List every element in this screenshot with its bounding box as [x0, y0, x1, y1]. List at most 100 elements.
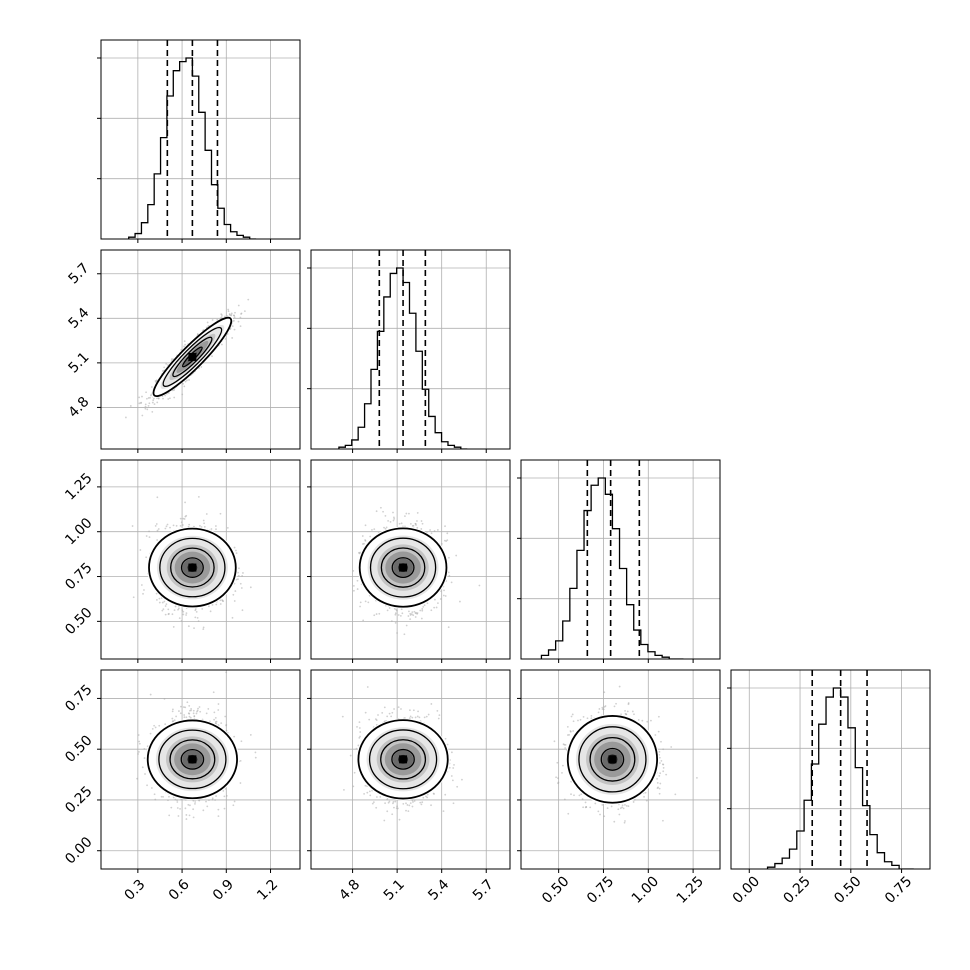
scatter-point — [188, 715, 191, 718]
scatter-point — [416, 520, 418, 522]
scatter-point — [363, 542, 365, 545]
scatter-point — [362, 619, 365, 622]
scatter-point — [202, 626, 205, 629]
scatter-point — [129, 405, 132, 407]
scatter-point — [157, 397, 160, 400]
scatter-point — [195, 610, 198, 613]
scatter-point — [230, 313, 233, 316]
scatter-point — [161, 609, 164, 612]
scatter-point — [364, 524, 367, 527]
scatter-point — [433, 530, 436, 532]
scatter-point — [193, 627, 195, 630]
scatter-point — [183, 518, 186, 520]
scatter-point — [138, 396, 141, 399]
scatter-point — [237, 571, 239, 574]
scatter-point — [420, 617, 423, 620]
scatter-point — [180, 348, 183, 351]
scatter-point — [154, 798, 157, 801]
scatter-point — [420, 528, 423, 530]
scatter-point — [386, 609, 389, 612]
scatter-point — [240, 587, 243, 589]
scatter-point — [147, 397, 150, 399]
scatter-point — [196, 616, 199, 619]
contour-line — [380, 547, 426, 588]
scatter-point — [167, 392, 170, 394]
scatter-point — [164, 394, 167, 397]
histogram-panel — [307, 249, 511, 453]
y-tick-label: 5.7 — [65, 260, 92, 287]
scatter-point — [192, 712, 195, 715]
scatter-point — [412, 614, 415, 617]
scatter-point — [393, 517, 396, 520]
scatter-point — [237, 320, 240, 323]
scatter-point — [173, 396, 176, 399]
scatter-point — [214, 716, 217, 719]
scatter-point — [141, 395, 143, 398]
scatter-point — [242, 572, 244, 574]
scatter-point — [185, 614, 187, 616]
scatter-point — [143, 757, 146, 759]
scatter-point — [401, 612, 404, 615]
scatter-point — [188, 523, 191, 526]
scatter-point — [139, 549, 142, 551]
scatter-point — [200, 526, 203, 528]
scatter-point — [233, 314, 236, 317]
scatter-point — [405, 624, 408, 627]
y-tick-label: 0.50 — [62, 605, 95, 638]
scatter-point — [150, 386, 153, 388]
scatter-point — [169, 526, 171, 529]
scatter-point — [153, 724, 156, 727]
scatter-point — [188, 379, 190, 381]
contour-line — [162, 326, 223, 387]
scatter-point — [171, 613, 174, 616]
scatter-point — [186, 701, 189, 704]
scatter-point — [221, 599, 224, 601]
scatter-point — [447, 626, 450, 629]
scatter-point — [144, 405, 147, 408]
scatter-point — [359, 605, 361, 608]
scatter-point — [235, 578, 238, 581]
panel-frame — [310, 249, 511, 450]
scatter-point — [157, 528, 160, 530]
scatter-point — [459, 600, 461, 603]
scatter-point — [148, 402, 151, 405]
scatter-point — [131, 525, 134, 527]
scatter-point — [400, 608, 403, 611]
scatter-point — [421, 608, 424, 610]
scatter-point — [444, 595, 447, 597]
scatter-point — [226, 526, 229, 529]
scatter-point — [359, 551, 362, 554]
scatter-point — [239, 325, 242, 328]
scatter-point — [158, 601, 161, 604]
scatter-point — [238, 567, 240, 570]
scatter-point — [208, 799, 210, 801]
scatter-point — [231, 325, 234, 328]
scatter-point — [143, 589, 145, 591]
scatter-point — [382, 510, 384, 513]
scatter-point — [216, 318, 219, 321]
scatter-point — [237, 304, 240, 307]
scatter-point — [352, 569, 355, 572]
contour-line — [148, 527, 237, 608]
scatter-point — [132, 596, 135, 599]
panel-frame — [100, 459, 301, 660]
scatter-point — [378, 612, 381, 615]
scatter-point — [166, 523, 169, 526]
scatter-point — [394, 612, 397, 615]
scatter-point — [414, 616, 417, 618]
scatter-point — [215, 720, 218, 723]
y-tick-label: 0.75 — [62, 560, 95, 593]
scatter-point — [440, 543, 443, 545]
scatter-point — [167, 364, 169, 366]
contour-line — [159, 537, 226, 598]
scatter-point — [180, 521, 183, 524]
contour-line — [170, 547, 215, 588]
scatter-point — [397, 614, 400, 616]
scatter-point — [373, 528, 376, 531]
scatter-point — [383, 526, 385, 529]
scatter-point — [235, 549, 237, 552]
scatter-point — [443, 589, 445, 592]
scatter-point — [138, 402, 141, 405]
scatter-point — [190, 707, 193, 710]
scatter-point — [181, 393, 184, 396]
